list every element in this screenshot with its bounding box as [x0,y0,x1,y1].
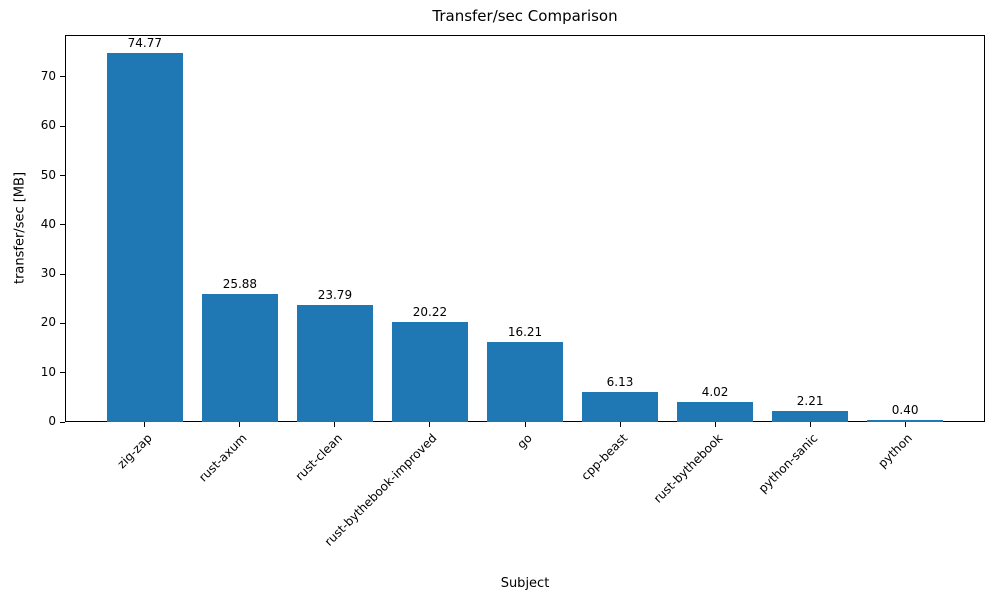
x-tick-label: rust-bythebook [650,431,725,506]
bar-value-label: 20.22 [412,305,448,320]
bar [201,294,278,422]
y-axis-label: transfer/sec [MB] [12,171,28,285]
x-tick-label: python [875,431,916,471]
x-tick-mark [904,422,906,427]
x-tick-label: python-sanic [755,431,821,496]
bar-value-label: 6.13 [606,374,634,389]
x-tick-mark [714,422,716,427]
y-tick-label: 20 [40,315,56,330]
x-tick-mark [619,422,621,427]
bar [677,402,754,422]
bar-value-label: 0.40 [891,403,919,418]
bar-value-label: 16.21 [507,325,543,340]
bar [106,53,183,422]
y-tick-label: 30 [40,266,56,281]
x-tick-label: rust-axum [196,431,250,485]
x-tick-label: rust-bythebook-improved [322,431,440,549]
x-tick-mark [429,422,431,427]
x-tick-mark [239,422,241,427]
y-tick-label: 60 [40,118,56,133]
bar [296,304,373,422]
y-tick-mark [60,125,65,127]
chart-title: Transfer/sec Comparison [432,7,618,25]
bar-value-label: 23.79 [317,287,353,302]
x-tick-label: zig-zap [114,431,155,472]
y-tick-mark [60,421,65,423]
y-tick-mark [60,76,65,78]
y-tick-mark [60,224,65,226]
x-tick-mark [524,422,526,427]
bar [391,322,468,422]
y-tick-label: 40 [40,216,56,231]
bar [582,391,659,422]
x-tick-label: cpp-beast [577,431,630,483]
y-tick-mark [60,175,65,176]
x-tick-mark [809,422,811,427]
y-tick-label: 50 [40,167,56,182]
bar [486,342,563,422]
bar-value-label: 2.21 [796,394,824,409]
y-tick-label: 70 [40,68,56,83]
x-tick-mark [334,422,336,427]
bar [772,411,849,422]
y-tick-mark [60,322,65,324]
bar-value-label: 25.88 [222,277,258,292]
y-tick-mark [60,372,65,374]
x-axis-label: Subject [500,576,550,591]
y-tick-label: 0 [48,414,56,428]
y-tick-mark [60,273,65,275]
y-tick-label: 10 [40,364,56,379]
bar [867,420,944,422]
x-tick-label: go [514,431,535,452]
bar-value-label: 4.02 [701,385,729,400]
x-tick-label: rust-clean [292,431,345,484]
bar-value-label: 74.77 [127,36,163,51]
x-tick-mark [144,422,146,427]
